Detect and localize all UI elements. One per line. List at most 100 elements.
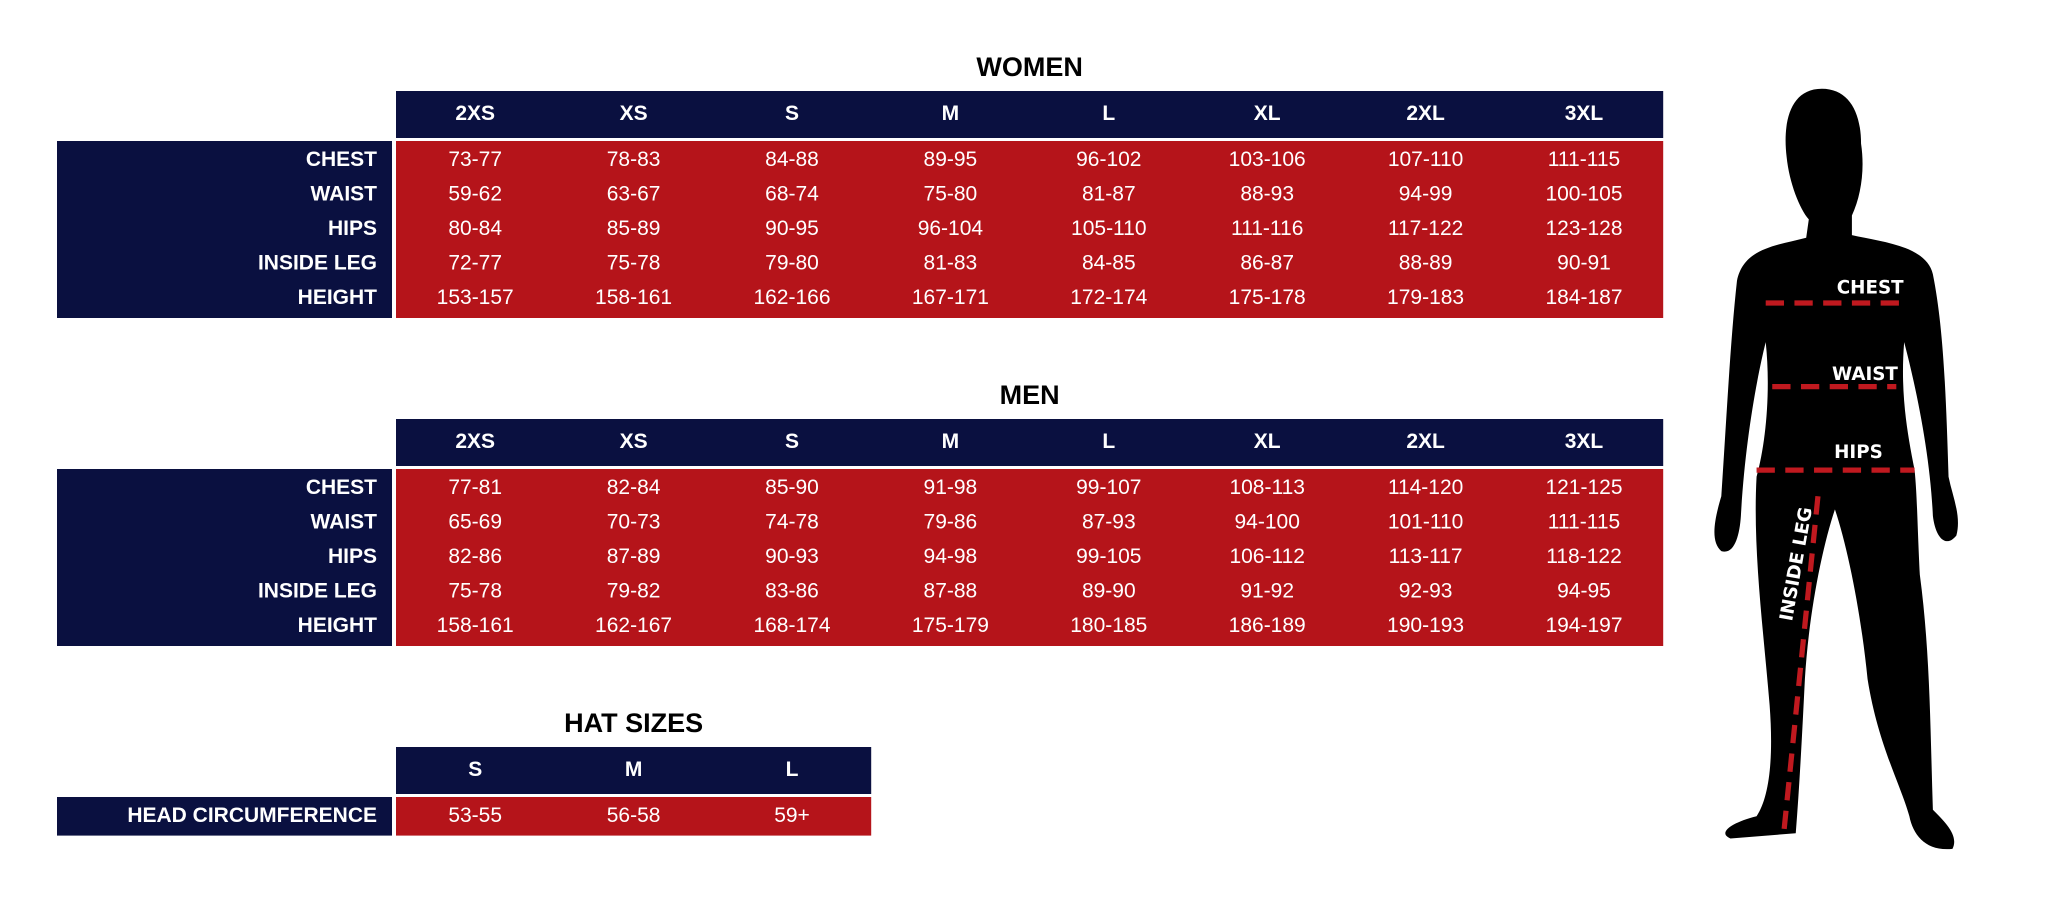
cell: 158-161 bbox=[595, 286, 672, 309]
cell: 72-77 bbox=[448, 252, 502, 275]
cell: 56-58 bbox=[607, 804, 661, 827]
cell: 96-102 bbox=[1076, 148, 1141, 171]
column-header: 2XL bbox=[1406, 102, 1445, 125]
cell: 111-116 bbox=[1231, 217, 1303, 240]
column-header: 2XL bbox=[1406, 430, 1445, 453]
cell: 84-88 bbox=[765, 148, 819, 171]
cell: 94-100 bbox=[1235, 510, 1300, 533]
column-header: 3XL bbox=[1565, 102, 1604, 125]
cell: 111-115 bbox=[1548, 510, 1620, 533]
cell: 114-120 bbox=[1388, 476, 1464, 499]
row-label: INSIDE LEG bbox=[258, 580, 377, 603]
table-title: HAT SIZES bbox=[564, 708, 703, 738]
cell: 90-95 bbox=[765, 217, 819, 240]
silhouette bbox=[1714, 88, 1958, 850]
cell: 83-86 bbox=[765, 580, 819, 603]
column-header: 3XL bbox=[1565, 430, 1604, 453]
cell: 81-83 bbox=[924, 252, 978, 275]
column-header: XL bbox=[1254, 102, 1281, 125]
cell: 103-106 bbox=[1229, 148, 1306, 171]
cell: 85-89 bbox=[607, 217, 661, 240]
cell: 75-78 bbox=[607, 252, 661, 275]
label-bg bbox=[57, 469, 392, 646]
cell: 75-80 bbox=[924, 182, 978, 205]
cell: 121-125 bbox=[1545, 476, 1622, 499]
cell: 75-78 bbox=[448, 580, 502, 603]
cell: 99-107 bbox=[1076, 476, 1141, 499]
column-header: L bbox=[786, 758, 799, 781]
column-header: L bbox=[1102, 102, 1115, 125]
column-header: M bbox=[625, 758, 643, 781]
column-header: S bbox=[785, 102, 799, 125]
cell: 85-90 bbox=[765, 476, 819, 499]
cell: 65-69 bbox=[448, 510, 502, 533]
column-header: M bbox=[942, 430, 960, 453]
cell: 168-174 bbox=[753, 614, 830, 637]
cell: 82-84 bbox=[607, 476, 661, 499]
column-header: 2XS bbox=[455, 430, 495, 453]
cell: 94-99 bbox=[1399, 182, 1453, 205]
cell: 158-161 bbox=[437, 614, 514, 637]
cell: 162-167 bbox=[595, 614, 672, 637]
cell: 106-112 bbox=[1229, 545, 1305, 568]
row-label: WAIST bbox=[311, 510, 378, 533]
column-header: 2XS bbox=[455, 102, 495, 125]
cell: 190-193 bbox=[1387, 614, 1464, 637]
data-bg bbox=[396, 141, 1664, 318]
cell: 101-110 bbox=[1388, 510, 1464, 533]
cell: 88-89 bbox=[1399, 252, 1453, 275]
row-label: HEAD CIRCUMFERENCE bbox=[127, 804, 377, 827]
data-bg bbox=[396, 797, 872, 836]
cell: 84-85 bbox=[1082, 252, 1136, 275]
cell: 78-83 bbox=[607, 148, 661, 171]
cell: 74-78 bbox=[765, 510, 819, 533]
cell: 107-110 bbox=[1388, 148, 1464, 171]
cell: 153-157 bbox=[437, 286, 514, 309]
cell: 89-95 bbox=[924, 148, 978, 171]
cell: 99-105 bbox=[1076, 545, 1141, 568]
cell: 111-115 bbox=[1548, 148, 1620, 171]
cell: 89-90 bbox=[1082, 580, 1136, 603]
header-bg bbox=[396, 747, 872, 794]
cell: 96-104 bbox=[918, 217, 984, 240]
column-header: L bbox=[1102, 430, 1115, 453]
measure-lines bbox=[1756, 300, 1915, 831]
cell: 90-91 bbox=[1557, 252, 1611, 275]
column-header: XL bbox=[1254, 430, 1281, 453]
cell: 77-81 bbox=[448, 476, 502, 499]
cell: 79-82 bbox=[607, 580, 661, 603]
cell: 118-122 bbox=[1546, 545, 1622, 568]
cell: 59+ bbox=[774, 804, 810, 827]
cell: 175-178 bbox=[1229, 286, 1306, 309]
cell: 91-92 bbox=[1240, 580, 1294, 603]
cell: 92-93 bbox=[1399, 580, 1453, 603]
cell: 86-87 bbox=[1240, 252, 1294, 275]
column-header: S bbox=[785, 430, 799, 453]
row-label: WAIST bbox=[311, 182, 378, 205]
cell: 87-88 bbox=[924, 580, 978, 603]
header-bg bbox=[396, 419, 1664, 466]
figure-label: HIPS bbox=[1834, 442, 1883, 463]
header-bg bbox=[396, 91, 1664, 138]
figure-label: CHEST bbox=[1837, 278, 1904, 299]
cell: 59-62 bbox=[448, 182, 502, 205]
column-header: M bbox=[942, 102, 960, 125]
cell: 162-166 bbox=[753, 286, 830, 309]
cell: 184-187 bbox=[1545, 286, 1622, 309]
cell: 172-174 bbox=[1070, 286, 1147, 309]
label-bg bbox=[57, 797, 392, 836]
cell: 73-77 bbox=[448, 148, 502, 171]
cell: 167-171 bbox=[912, 286, 989, 309]
row-label: HIPS bbox=[328, 217, 377, 240]
cell: 88-93 bbox=[1240, 182, 1294, 205]
cell: 180-185 bbox=[1070, 614, 1147, 637]
cell: 63-67 bbox=[607, 182, 661, 205]
cell: 117-122 bbox=[1388, 217, 1464, 240]
cell: 194-197 bbox=[1545, 614, 1622, 637]
cell: 70-73 bbox=[607, 510, 661, 533]
cell: 87-89 bbox=[607, 545, 661, 568]
cell: 175-179 bbox=[912, 614, 989, 637]
cell: 179-183 bbox=[1387, 286, 1464, 309]
cell: 91-98 bbox=[924, 476, 978, 499]
